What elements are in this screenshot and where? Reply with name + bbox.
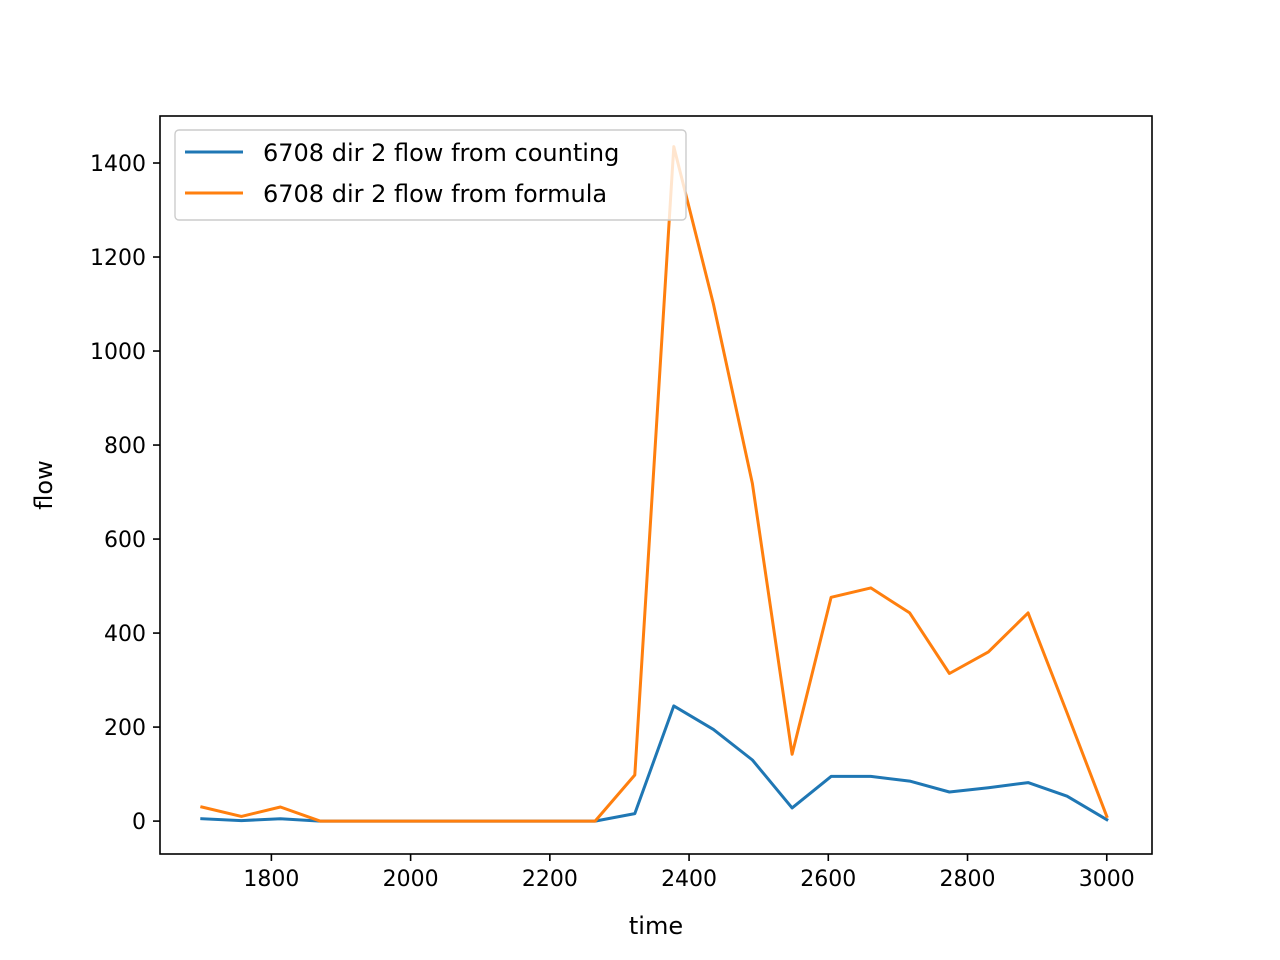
legend-box: [174, 129, 687, 221]
x-tick-label: 2400: [661, 867, 717, 892]
y-tick-label: 600: [104, 528, 146, 553]
x-tick-label: 2600: [800, 867, 856, 892]
x-tick-label: 2800: [940, 867, 996, 892]
legend: 6708 dir 2 flow from counting 6708 dir 2…: [174, 129, 687, 221]
plot-lines: [199, 145, 1109, 823]
x-tick-label: 2000: [383, 867, 439, 892]
y-tick-label: 0: [132, 810, 146, 835]
y-tick-label: 1000: [90, 340, 146, 365]
y-tick-label: 1200: [90, 246, 146, 271]
legend-label-counting: 6708 dir 2 flow from counting: [263, 139, 619, 167]
y-tick-label: 400: [104, 622, 146, 647]
y-tick-label: 200: [104, 716, 146, 741]
y-axis-label: flow: [30, 460, 58, 509]
y-axis-ticks: 0 200 400 600 800 1000 1200 1400: [90, 152, 160, 835]
x-tick-label: 2200: [522, 867, 578, 892]
x-tick-label: 1800: [243, 867, 299, 892]
x-axis-ticks: 1800 2000 2200 2400 2600 2800 3000: [243, 854, 1135, 892]
y-tick-label: 1400: [90, 152, 146, 177]
x-tick-label: 3000: [1079, 867, 1135, 892]
series-line-1: [199, 145, 1109, 823]
x-axis-label: time: [629, 912, 683, 940]
y-tick-label: 800: [104, 434, 146, 459]
plot-frame: [159, 115, 1153, 855]
legend-label-formula: 6708 dir 2 flow from formula: [263, 180, 607, 208]
